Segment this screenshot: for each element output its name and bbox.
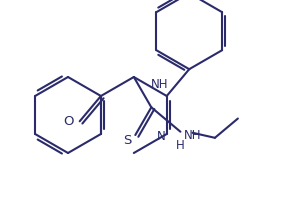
Text: S: S	[123, 134, 131, 147]
Text: NH: NH	[183, 129, 201, 142]
Text: O: O	[63, 115, 74, 128]
Text: H: H	[176, 139, 185, 152]
Text: N: N	[157, 129, 166, 143]
Text: NH: NH	[151, 78, 168, 91]
